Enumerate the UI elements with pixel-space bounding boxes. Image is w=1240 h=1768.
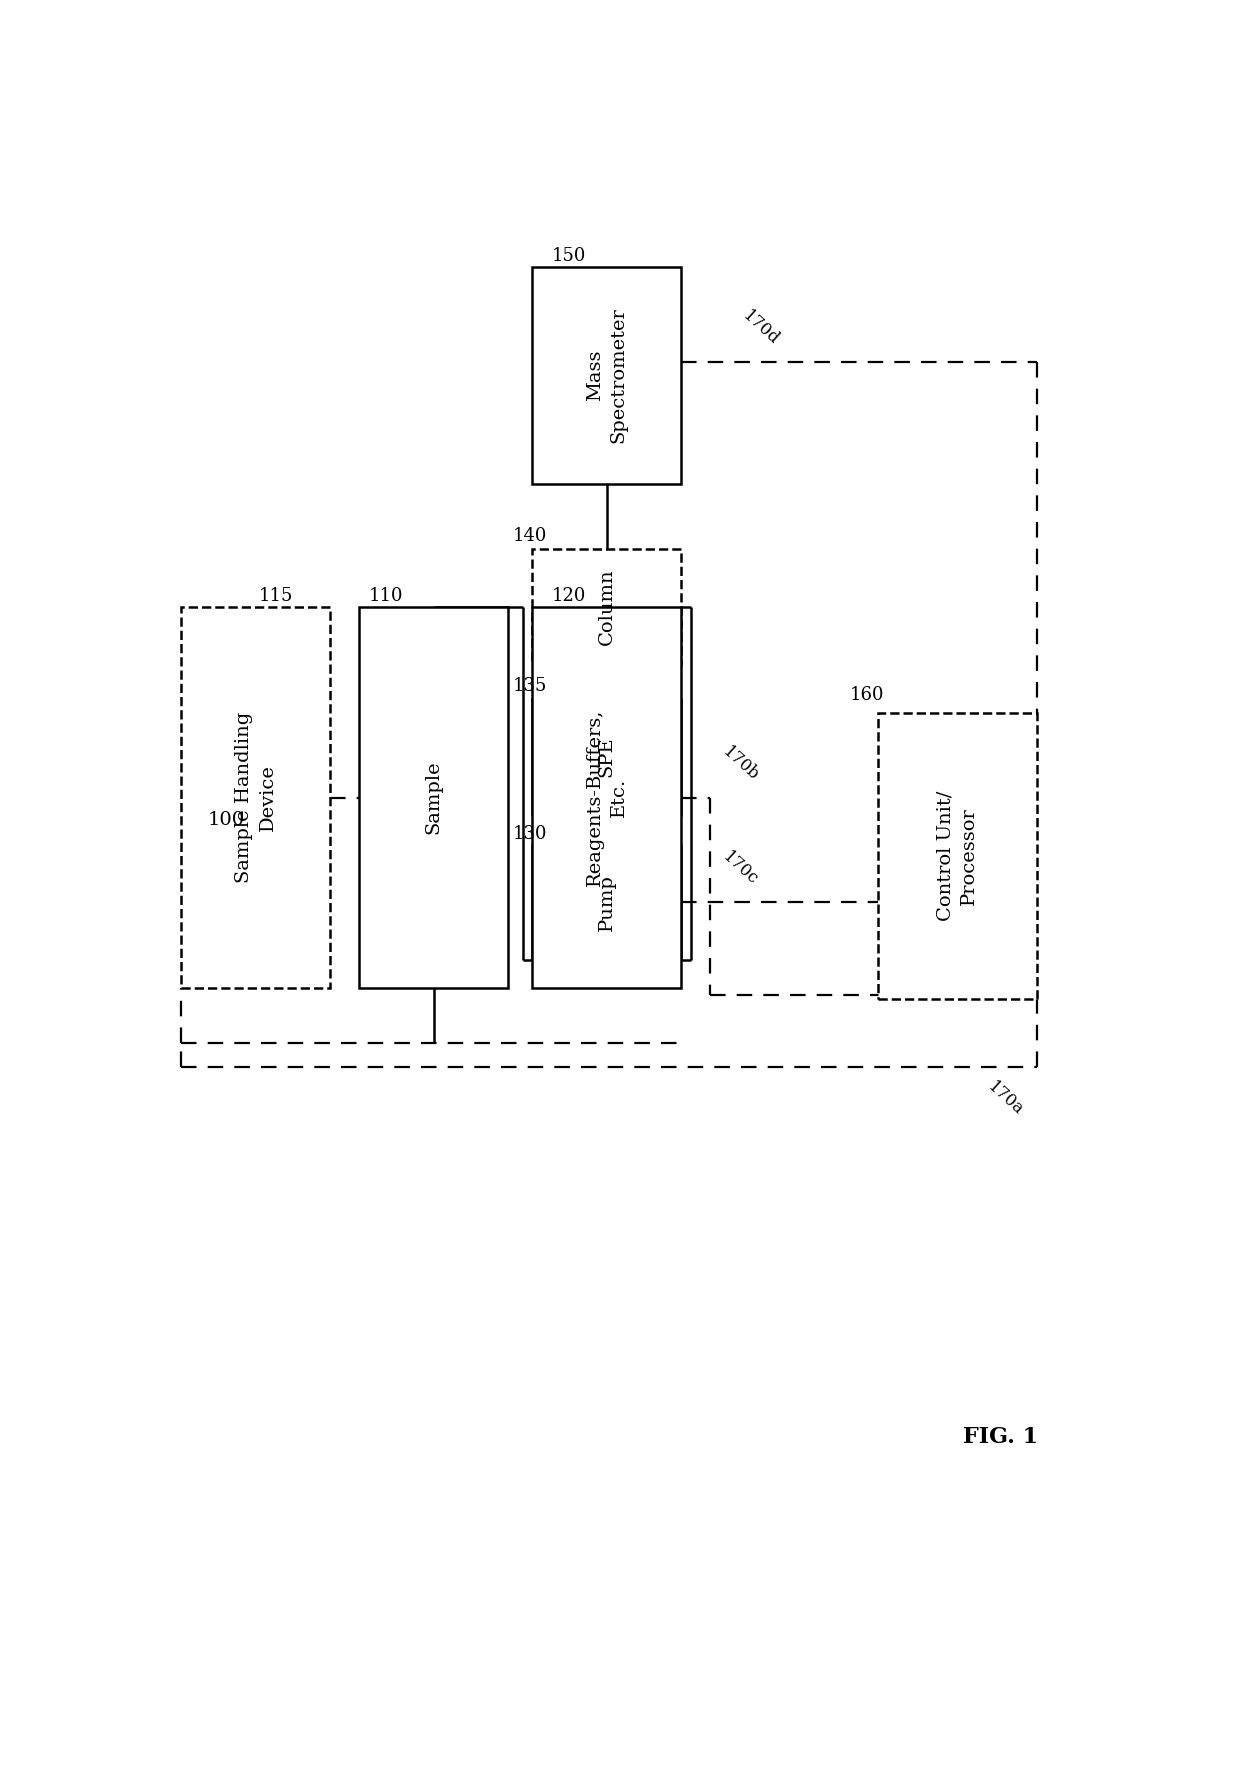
Bar xyxy=(532,550,681,665)
Text: 170a: 170a xyxy=(985,1078,1027,1119)
Bar xyxy=(360,606,508,988)
Text: 170d: 170d xyxy=(739,308,781,348)
Text: 150: 150 xyxy=(552,248,587,265)
Text: 110: 110 xyxy=(368,587,403,605)
Text: 135: 135 xyxy=(512,677,547,695)
Text: Pump: Pump xyxy=(598,873,616,930)
Text: 160: 160 xyxy=(849,686,884,704)
Text: Sample Handling
Device: Sample Handling Device xyxy=(236,713,277,884)
Text: Reagents-Buffers,
Etc.: Reagents-Buffers, Etc. xyxy=(585,709,627,886)
Bar xyxy=(181,606,330,988)
Bar xyxy=(878,713,1037,999)
Bar xyxy=(532,267,681,484)
Text: 115: 115 xyxy=(259,587,293,605)
Text: 170b: 170b xyxy=(719,743,763,783)
Text: Sample: Sample xyxy=(424,760,443,834)
Text: 100: 100 xyxy=(208,812,246,829)
Text: FIG. 1: FIG. 1 xyxy=(963,1427,1038,1448)
Text: 170c: 170c xyxy=(719,849,761,889)
Text: 140: 140 xyxy=(512,527,547,545)
Bar xyxy=(532,606,681,988)
Text: Mass
Spectrometer: Mass Spectrometer xyxy=(585,308,627,444)
Text: 130: 130 xyxy=(512,826,547,843)
Text: SPE: SPE xyxy=(598,737,616,776)
Text: Column: Column xyxy=(598,569,616,645)
Text: Control Unit/
Processor: Control Unit/ Processor xyxy=(936,790,978,921)
Text: 120: 120 xyxy=(552,587,587,605)
Bar xyxy=(532,698,681,815)
Bar xyxy=(532,845,681,960)
